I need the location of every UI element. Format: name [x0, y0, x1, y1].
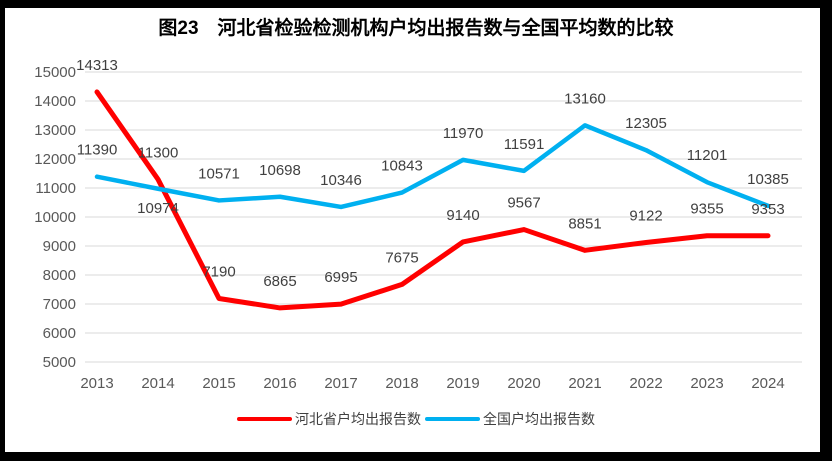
data-label: 13160 [564, 90, 606, 107]
legend: 河北省户均出报告数 全国户均出报告数 [0, 409, 832, 429]
x-tick-label: 2023 [690, 375, 723, 392]
series-line-hebei [94, 89, 771, 311]
data-label: 11201 [687, 147, 728, 164]
y-tick-label: 6000 [43, 325, 76, 342]
x-tick-label: 2018 [385, 375, 418, 392]
x-tick-label: 2015 [202, 375, 235, 392]
data-label: 9353 [751, 201, 784, 218]
data-label: 9140 [446, 207, 479, 224]
data-label: 14313 [76, 57, 118, 74]
legend-label-hebei: 河北省户均出报告数 [295, 411, 421, 427]
y-tick-label: 11000 [35, 180, 76, 197]
data-label: 7190 [202, 263, 235, 280]
y-tick-label: 12000 [34, 151, 76, 168]
y-tick-label: 8000 [43, 267, 76, 284]
data-label: 11591 [504, 136, 545, 153]
x-tick-label: 2016 [263, 375, 296, 392]
y-tick-label: 10000 [34, 209, 76, 226]
y-tick-label: 13000 [34, 122, 76, 139]
legend-item-national: 全国户均出报告数 [425, 409, 595, 429]
x-tick-label: 2022 [629, 375, 662, 392]
y-tick-label: 5000 [43, 354, 76, 371]
chart-title: 图23 河北省检验检测机构户均出报告数与全国平均数的比较 [158, 18, 674, 39]
series-line-national [94, 123, 771, 210]
x-tick-label: 2019 [446, 375, 479, 392]
y-tick-label: 15000 [34, 64, 76, 81]
data-label: 11390 [77, 142, 118, 159]
x-tick-label: 2014 [141, 375, 174, 392]
data-label: 10843 [381, 158, 423, 175]
data-label: 11300 [138, 144, 179, 161]
data-label: 10698 [259, 162, 301, 179]
data-label: 8851 [568, 215, 601, 232]
legend-item-hebei: 河北省户均出报告数 [237, 409, 421, 429]
x-tick-label: 2017 [324, 375, 357, 392]
data-label: 9355 [690, 201, 723, 218]
data-label: 11970 [443, 125, 484, 142]
legend-swatch-hebei [237, 417, 292, 421]
data-label: 10974 [137, 200, 179, 217]
x-tick-label: 2021 [568, 375, 601, 392]
data-label: 12305 [625, 115, 667, 132]
y-tick-label: 7000 [43, 296, 76, 313]
data-label: 10346 [320, 172, 362, 189]
x-tick-label: 2013 [80, 375, 113, 392]
y-tick-label: 9000 [43, 238, 76, 255]
data-label: 9567 [507, 195, 540, 212]
x-tick-label: 2024 [751, 375, 784, 392]
data-label: 10571 [198, 165, 240, 182]
data-label: 7675 [385, 249, 418, 266]
legend-swatch-national [425, 417, 480, 421]
legend-label-national: 全国户均出报告数 [483, 411, 595, 427]
data-label: 6995 [324, 269, 357, 286]
x-tick-label: 2020 [507, 375, 540, 392]
data-label: 6865 [263, 273, 296, 290]
data-label: 10385 [747, 171, 789, 188]
data-label: 9122 [629, 207, 662, 224]
y-tick-label: 14000 [34, 93, 76, 110]
